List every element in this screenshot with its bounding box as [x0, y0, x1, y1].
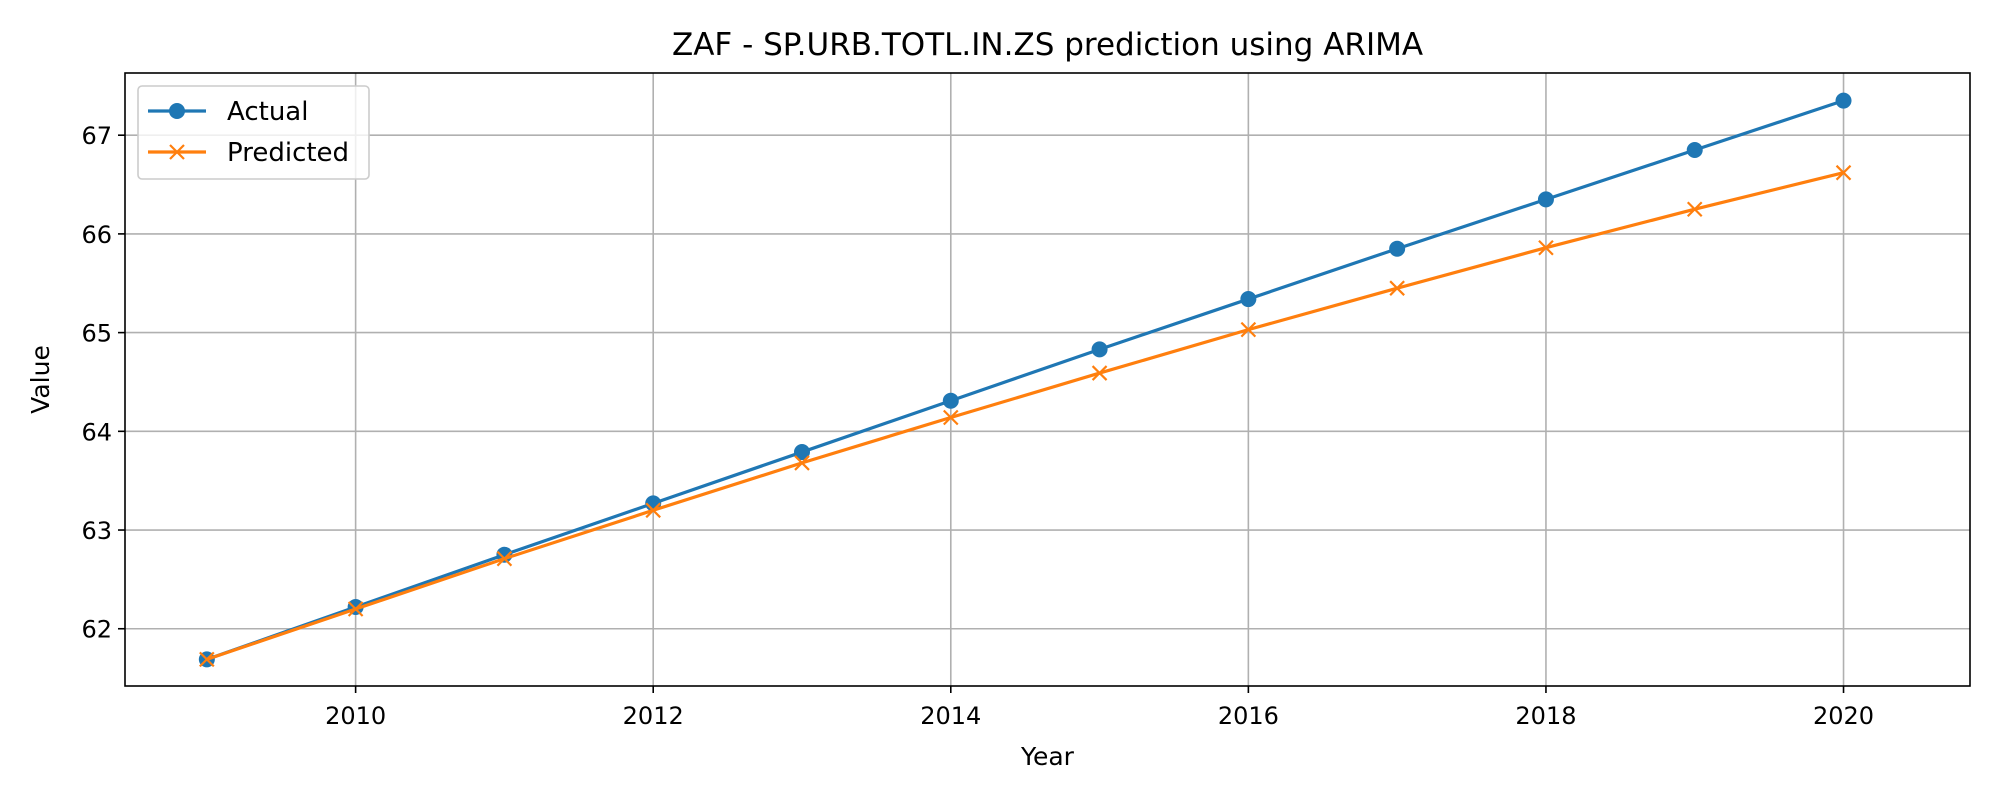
legend-box [137, 85, 370, 180]
legend-label: Actual [227, 97, 308, 127]
data-point-predicted [496, 550, 513, 567]
series-line-predicted [206, 171, 1844, 661]
y-tick-label: 66 [81, 221, 112, 249]
legend-items: Actual Predicted [148, 97, 349, 168]
data-point-predicted [1538, 239, 1554, 256]
chart-title: ZAF - SP.URB.TOTL.IN.ZS prediction using… [672, 27, 1423, 63]
x-tick-label: 2020 [1813, 702, 1874, 730]
data-point-actual [793, 444, 810, 461]
legend-label: Predicted [227, 138, 349, 168]
data-point-predicted [943, 409, 959, 426]
x-tick-label: 2018 [1515, 702, 1576, 730]
x-axis-label: Year [1020, 742, 1075, 771]
data-point-predicted [645, 502, 661, 519]
x-tick-label: 2016 [1218, 702, 1279, 730]
y-axis-label: Value [26, 345, 55, 414]
data-point-actual [1537, 191, 1554, 208]
plot-frame [124, 72, 1971, 687]
ticks: 2010 2012 2014 2016 2018 2020 62 63 64 65 66 67 [81, 122, 1874, 730]
data-point-predicted [1389, 280, 1405, 296]
data-point-actual [1835, 92, 1852, 109]
x-tick-label: 2012 [623, 702, 684, 730]
data-point-actual [1091, 341, 1108, 358]
legend-swatch-marker [169, 144, 185, 160]
legend-item-actual: Actual [148, 97, 308, 127]
legend-item-predicted: Predicted [148, 138, 349, 168]
grid [125, 73, 1970, 686]
x-tick-label: 2010 [325, 702, 386, 730]
y-tick-label: 67 [81, 122, 112, 150]
data-point-predicted [199, 651, 215, 668]
series-layer [198, 92, 1852, 668]
x-tick-label: 2014 [920, 702, 981, 730]
y-tick-label: 65 [81, 320, 112, 348]
legend-swatch-marker [169, 103, 185, 119]
series-line-actual [206, 99, 1845, 661]
data-point-predicted [794, 455, 810, 471]
data-point-actual [1389, 240, 1406, 257]
data-point-predicted [1686, 201, 1703, 217]
y-tick-label: 64 [81, 418, 112, 446]
data-point-predicted [1240, 321, 1257, 338]
data-point-actual [942, 392, 959, 409]
y-tick-label: 62 [81, 616, 112, 644]
data-point-predicted [1835, 164, 1852, 181]
data-point-predicted [1091, 365, 1108, 381]
data-point-actual [1240, 291, 1257, 308]
series-predicted [199, 164, 1852, 668]
data-point-predicted [347, 601, 364, 617]
legend: Actual Predicted [137, 85, 370, 180]
data-point-actual [1686, 141, 1703, 158]
y-tick-label: 63 [81, 517, 112, 545]
